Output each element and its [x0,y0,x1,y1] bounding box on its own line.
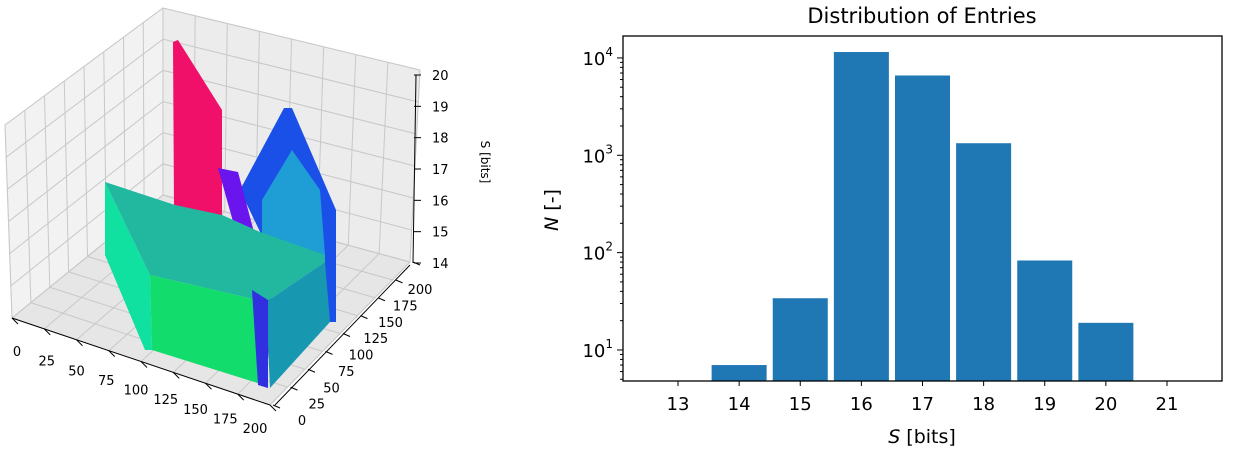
bar-17 [894,75,951,381]
z-tick-label: 20 [432,69,449,84]
y-tick-label: 150 [378,316,403,331]
x-tick [43,328,51,336]
x-tick [108,350,116,357]
bar-16 [833,52,889,381]
y-axis-line [274,264,411,406]
y-tick-label: 175 [393,299,418,314]
ticks-3d: 0025255050757510010012512515015017517520… [11,69,449,437]
surface-data [105,40,336,388]
x-tick [11,317,19,325]
x-axis-label-var: S [888,426,900,448]
grid-line [8,100,416,222]
bar-chart: Distribution of Entries 13 14 15 16 17 18 19 20… [541,4,1223,448]
x-tick-label: 175 [213,412,238,427]
x-tick-label: 20 [1094,394,1117,415]
grid-line [5,38,419,158]
z-tick-label: 14 [432,257,449,272]
grid-line [269,261,411,406]
z-tick-label: 17 [432,163,449,178]
purple-front [252,290,268,388]
x-tick [237,393,245,401]
grid-line [7,69,417,190]
z-axis-label: S [bits] [478,141,492,184]
x-tick-label: 50 [68,364,85,379]
y-tick-label: 75 [338,365,355,380]
bars [711,52,1134,381]
bar-18 [956,143,1012,381]
y-tick-label: 50 [323,381,340,396]
x-tick-label: 150 [183,403,208,418]
x-tick-label: 16 [850,394,873,415]
x-axis-label: S [bits] [888,426,956,448]
grid-line [9,132,414,255]
y-tick-label: 104 [582,45,613,70]
bar-14 [711,365,767,381]
x-tick-label: 14 [728,394,751,415]
x-ticks: 13 14 15 16 17 18 19 20 21 [667,381,1179,415]
grid-line [4,7,421,126]
top-surface [105,182,325,302]
x-tick [205,382,212,390]
y-tick [342,333,351,337]
red-ridge [173,40,222,222]
x-tick-label: 19 [1033,394,1056,415]
y-tick-label: 101 [582,337,613,362]
y-tick-label: 100 [349,349,374,364]
x-tick [172,372,180,379]
surface-3d-plot: 0025255050757510010012512515015017517520… [4,7,492,437]
x-axis-label-unit: [bits] [900,426,956,448]
x-tick-label: 17 [911,394,934,415]
front-face [150,275,266,385]
x-tick-label: 15 [789,394,812,415]
y-tick-label: 0 [298,414,306,429]
y-tick-label: 102 [582,240,613,265]
y-tick-label: 103 [582,142,613,167]
z-tick-label: 15 [432,226,449,241]
bar-19 [1017,260,1073,381]
x-tick-label: 21 [1156,394,1179,415]
y-axis-label-unit: [-] [541,189,563,217]
right-face [266,262,330,388]
y-tick [272,404,281,409]
x-tick-label: 18 [972,394,995,415]
z-tick-label: 18 [432,132,449,147]
z-tick-label: 16 [432,194,449,209]
y-tick-label: 25 [308,398,325,413]
x-tick-label: 125 [153,393,178,408]
x-tick-label: 200 [243,422,268,437]
blue-hump-face [262,150,325,255]
x-tick-label: 13 [667,394,690,415]
x-tick [269,404,277,412]
x-tick-label: 25 [38,355,55,370]
x-tick-label: 0 [13,345,21,360]
bar-20 [1078,322,1134,381]
y-tick [307,368,316,373]
x-tick [140,361,148,368]
x-tick-label: 75 [98,374,115,389]
y-ticks: 101 102 103 104 [582,45,623,380]
chart-title: Distribution of Entries [807,4,1036,28]
y-tick [360,315,368,320]
x-tick-label: 100 [124,384,149,399]
x-tick [76,339,83,347]
left-face [105,182,152,350]
y-tick-label: 125 [363,332,388,347]
y-axis-label-var: N [541,217,563,231]
y-tick-label: 200 [408,283,433,298]
y-tick [325,350,333,355]
y-tick [290,386,298,391]
z-tick-label: 19 [432,100,449,115]
y-axis-label: N [-] [541,189,563,231]
y-tick [395,279,403,284]
bar-15 [772,298,828,381]
y-tick [377,297,386,302]
